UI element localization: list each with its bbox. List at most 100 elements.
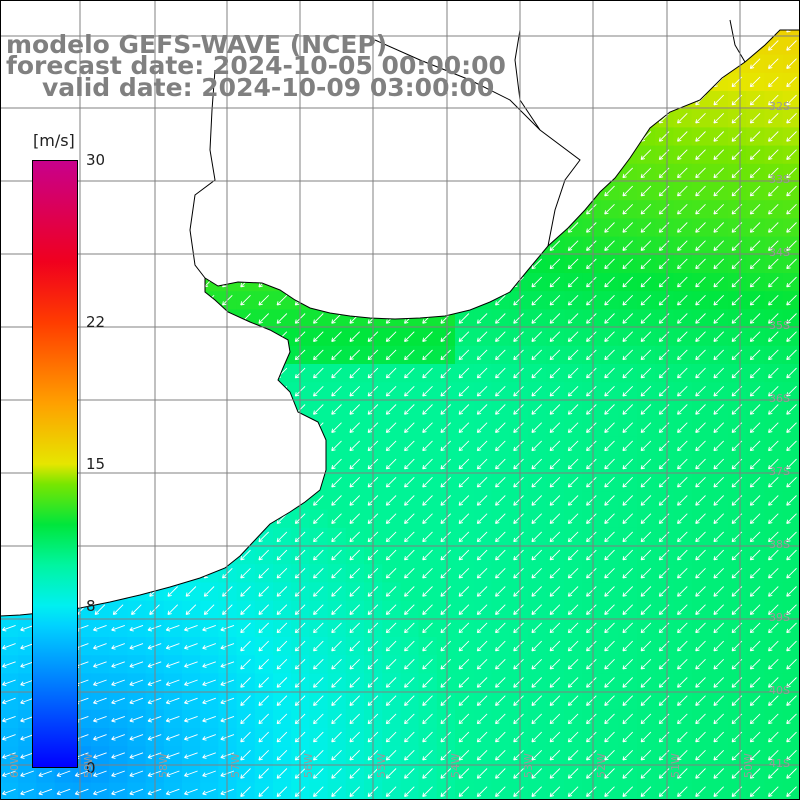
wind-arrow xyxy=(276,531,288,543)
wind-cell xyxy=(728,582,747,602)
wind-arrow xyxy=(640,276,652,288)
wind-arrow xyxy=(531,695,543,706)
latitude-label: 40S xyxy=(769,684,790,697)
wind-arrow xyxy=(422,768,433,779)
wind-cell xyxy=(728,236,747,256)
wind-arrow xyxy=(440,749,452,761)
wind-cell xyxy=(345,764,365,784)
wind-arrow xyxy=(677,203,688,215)
wind-cell xyxy=(491,455,511,474)
wind-arrow xyxy=(786,567,797,579)
wind-cell xyxy=(600,637,620,656)
wind-cell xyxy=(200,764,219,784)
wind-cell xyxy=(600,709,620,729)
wind-arrow xyxy=(331,385,342,397)
wind-cell xyxy=(218,746,238,765)
wind-cell xyxy=(491,637,511,656)
wind-arrow xyxy=(604,513,615,524)
wind-arrow xyxy=(404,713,415,725)
wind-arrow xyxy=(695,131,706,142)
wind-cell xyxy=(564,400,583,420)
wind-arrow xyxy=(513,531,524,543)
wind-arrow xyxy=(622,367,634,379)
wind-arrow xyxy=(713,658,725,670)
wind-arrow xyxy=(604,258,615,270)
wind-arrow xyxy=(567,440,579,452)
wind-cell xyxy=(746,291,765,310)
wind-cell xyxy=(709,254,729,274)
wind-arrow xyxy=(567,385,579,397)
wind-arrow xyxy=(167,586,179,597)
wind-arrow xyxy=(349,349,361,361)
wind-cell xyxy=(327,582,347,602)
wind-cell xyxy=(655,455,674,474)
wind-cell xyxy=(546,764,565,784)
wind-arrow xyxy=(531,604,543,615)
wind-cell xyxy=(200,582,219,602)
wind-cell xyxy=(546,673,565,693)
wind-cell xyxy=(764,145,784,165)
wind-cell xyxy=(291,546,310,565)
wind-arrow xyxy=(93,788,107,796)
wind-cell xyxy=(637,400,656,420)
wind-cell xyxy=(564,655,583,674)
wind-cell xyxy=(582,491,602,511)
wind-arrow xyxy=(331,476,342,488)
wind-arrow xyxy=(768,640,779,652)
wind-arrow xyxy=(440,768,452,779)
wind-arrow xyxy=(695,549,706,561)
wind-arrow xyxy=(276,567,288,579)
wind-cell xyxy=(564,309,583,329)
wind-arrow xyxy=(604,586,615,597)
wind-cell xyxy=(564,509,583,529)
wind-arrow xyxy=(622,240,634,251)
wind-arrow xyxy=(695,476,706,488)
wind-arrow xyxy=(768,495,779,506)
wind-arrow xyxy=(768,713,779,725)
wind-arrow xyxy=(458,640,470,652)
wind-arrow xyxy=(695,222,706,233)
wind-cell xyxy=(382,546,401,565)
wind-cell xyxy=(582,291,602,310)
wind-cell xyxy=(254,637,274,656)
wind-cell xyxy=(728,673,747,693)
wind-cell xyxy=(436,618,456,638)
wind-arrow xyxy=(749,549,761,561)
wind-cell xyxy=(618,673,638,693)
wind-cell xyxy=(327,600,347,620)
wind-cell xyxy=(327,364,347,383)
wind-cell xyxy=(691,127,711,147)
wind-arrow xyxy=(331,422,342,433)
wind-arrow xyxy=(549,458,561,470)
wind-arrow xyxy=(385,658,397,670)
wind-arrow xyxy=(476,604,488,615)
wind-cell xyxy=(182,691,201,711)
wind-arrow xyxy=(786,586,797,597)
wind-arrow xyxy=(786,112,797,124)
wind-cell xyxy=(163,728,183,747)
wind-cell xyxy=(509,309,529,329)
wind-arrow xyxy=(713,240,725,251)
wind-arrow xyxy=(94,604,106,615)
wind-cell xyxy=(655,364,674,383)
wind-cell xyxy=(491,618,511,638)
wind-cell xyxy=(709,655,729,674)
wind-arrow xyxy=(349,531,361,543)
wind-cell xyxy=(509,418,529,438)
wind-cell xyxy=(473,455,492,474)
wind-cell xyxy=(746,145,765,165)
wind-arrow xyxy=(786,749,797,761)
wind-arrow xyxy=(93,643,107,650)
wind-arrow xyxy=(404,495,415,506)
wind-cell xyxy=(182,709,201,729)
wind-cell xyxy=(564,418,583,438)
wind-cell xyxy=(309,582,329,602)
wind-arrow xyxy=(622,385,634,397)
wind-cell xyxy=(345,618,365,638)
wind-cell xyxy=(564,273,583,292)
wind-arrow xyxy=(677,258,688,270)
wind-arrow xyxy=(385,567,397,579)
wind-cell xyxy=(728,418,747,438)
wind-cell xyxy=(382,618,401,638)
wind-arrow xyxy=(111,770,125,778)
